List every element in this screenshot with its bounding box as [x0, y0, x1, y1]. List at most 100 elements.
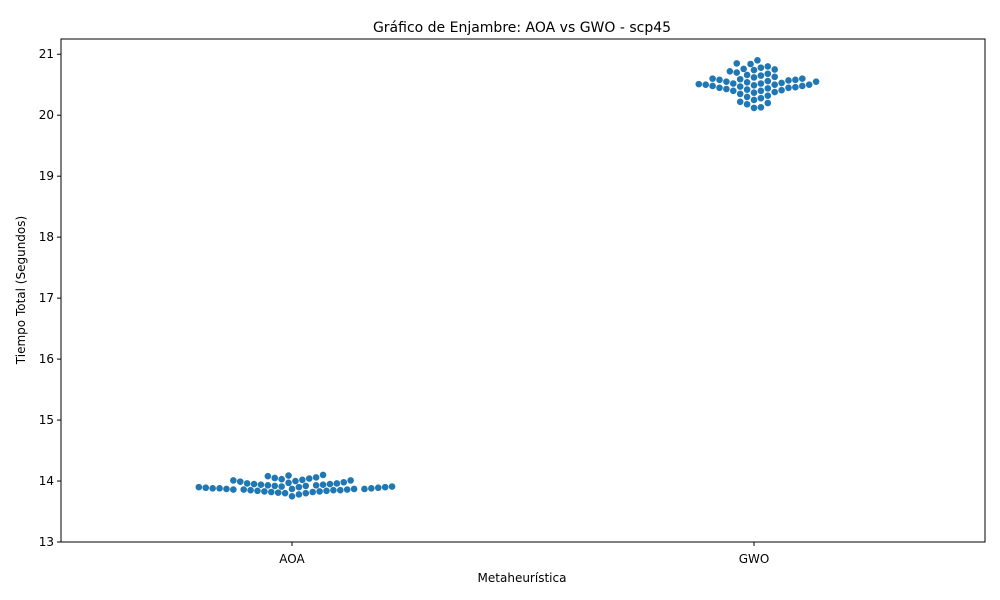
- data-point-aoa: [285, 479, 292, 487]
- data-point-gwo: [743, 71, 751, 79]
- data-point-aoa: [261, 488, 268, 495]
- data-point-aoa: [268, 488, 275, 496]
- data-point-gwo: [799, 75, 806, 82]
- data-point-gwo: [709, 82, 716, 90]
- data-point-aoa: [278, 475, 285, 483]
- data-point-aoa: [330, 486, 337, 494]
- data-point-gwo: [792, 83, 799, 91]
- data-point-gwo: [723, 85, 730, 93]
- y-tick-label: 14: [39, 474, 54, 488]
- data-point-gwo: [733, 60, 741, 67]
- data-point-aoa: [316, 488, 323, 495]
- data-point-aoa: [299, 476, 306, 484]
- data-point-gwo: [716, 76, 723, 84]
- data-point-aoa: [278, 483, 285, 490]
- data-point-gwo: [771, 88, 778, 96]
- y-tick-label: 20: [39, 108, 54, 122]
- data-point-gwo: [736, 83, 744, 90]
- data-point-aoa: [302, 489, 310, 497]
- data-point-aoa: [264, 481, 272, 489]
- data-point-gwo: [743, 86, 751, 93]
- data-point-aoa: [254, 487, 261, 495]
- data-point-gwo: [743, 78, 751, 86]
- data-point-aoa: [285, 472, 292, 479]
- data-point-aoa: [340, 478, 348, 486]
- data-point-aoa: [202, 484, 210, 492]
- data-point-aoa: [323, 487, 330, 495]
- data-point-aoa: [333, 480, 341, 487]
- data-point-aoa: [257, 481, 265, 488]
- data-point-gwo: [757, 94, 765, 102]
- data-point-gwo: [771, 81, 778, 89]
- data-point-aoa: [230, 477, 237, 484]
- data-point-aoa: [312, 474, 320, 481]
- data-point-gwo: [750, 82, 758, 89]
- data-point-gwo: [778, 86, 785, 94]
- y-tick-label: 16: [39, 352, 54, 366]
- x-axis: AOA GWO: [279, 542, 769, 566]
- data-point-aoa: [243, 480, 251, 487]
- data-point-aoa: [271, 482, 279, 490]
- x-axis-label: Metaheurística: [478, 571, 567, 585]
- data-point-aoa: [240, 486, 247, 493]
- data-point-gwo: [730, 80, 737, 87]
- data-point-aoa: [292, 477, 299, 485]
- data-point-gwo: [771, 66, 778, 73]
- data-point-aoa: [223, 485, 230, 493]
- data-point-aoa: [264, 472, 272, 480]
- data-point-aoa: [305, 475, 313, 482]
- data-point-gwo: [764, 92, 772, 100]
- data-point-gwo: [757, 103, 765, 111]
- data-point-gwo: [754, 57, 761, 64]
- data-point-gwo: [764, 63, 772, 70]
- data-point-aoa: [250, 480, 258, 488]
- data-point-gwo: [785, 77, 792, 84]
- data-point-aoa: [281, 489, 289, 497]
- data-point-aoa: [295, 491, 303, 498]
- data-points: [195, 57, 820, 500]
- y-axis-label: Tiempo Total (Segundos): [14, 216, 28, 365]
- data-point-gwo: [723, 78, 730, 85]
- plot-area: [60, 38, 986, 543]
- data-point-aoa: [295, 483, 303, 491]
- data-point-gwo: [747, 60, 754, 68]
- data-point-gwo: [764, 85, 772, 92]
- data-point-aoa: [337, 486, 344, 494]
- data-point-gwo: [757, 80, 765, 87]
- y-tick-label: 18: [39, 230, 54, 244]
- y-tick-label: 17: [39, 291, 54, 305]
- data-point-aoa: [350, 485, 358, 493]
- data-point-aoa: [326, 480, 334, 488]
- data-point-aoa: [347, 477, 354, 484]
- data-point-aoa: [230, 486, 237, 493]
- data-point-gwo: [716, 84, 723, 92]
- y-tick-label: 15: [39, 413, 54, 427]
- data-point-gwo: [750, 96, 758, 104]
- data-point-aoa: [195, 483, 203, 491]
- data-point-gwo: [792, 76, 799, 84]
- data-point-gwo: [743, 100, 751, 108]
- data-point-gwo: [726, 68, 734, 75]
- data-point-gwo: [799, 82, 806, 90]
- data-point-aoa: [236, 478, 244, 485]
- data-point-gwo: [750, 74, 758, 81]
- data-point-aoa: [343, 486, 351, 493]
- data-point-aoa: [381, 483, 389, 491]
- data-point-gwo: [812, 78, 820, 85]
- data-point-gwo: [702, 81, 709, 89]
- data-point-gwo: [750, 104, 758, 112]
- data-point-aoa: [388, 483, 396, 490]
- data-point-aoa: [216, 485, 223, 492]
- data-point-aoa: [302, 482, 310, 490]
- data-point-aoa: [288, 485, 296, 493]
- data-point-gwo: [764, 70, 772, 78]
- data-point-gwo: [695, 80, 703, 88]
- data-point-gwo: [750, 66, 758, 74]
- data-point-gwo: [750, 89, 758, 96]
- data-point-aoa: [288, 492, 296, 500]
- chart-title: Gráfico de Enjambre: AOA vs GWO - scp45: [373, 20, 671, 36]
- data-point-gwo: [805, 81, 813, 89]
- x-tick-label: AOA: [279, 552, 305, 566]
